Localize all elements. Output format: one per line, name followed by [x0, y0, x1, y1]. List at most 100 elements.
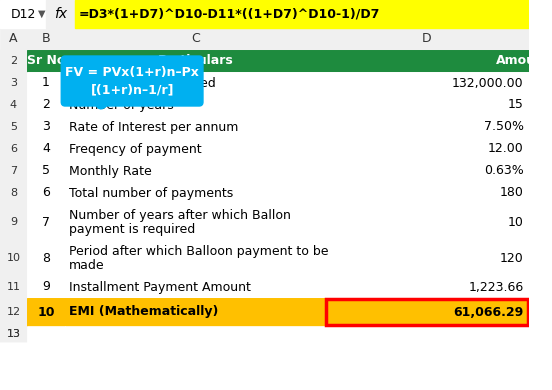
Bar [0, 72, 27, 94]
Bar [0, 138, 27, 160]
Bar [326, 50, 528, 72]
Text: 9: 9 [42, 280, 50, 294]
Text: Period after which Balloon payment to be: Period after which Balloon payment to be [69, 245, 328, 258]
Bar [65, 276, 326, 298]
Bar [27, 138, 65, 160]
Bar [326, 298, 528, 326]
Text: payment is required: payment is required [69, 223, 195, 236]
Bar [0, 240, 27, 276]
Bar [27, 94, 65, 116]
Bar [65, 94, 326, 116]
Text: 2: 2 [42, 99, 50, 112]
Text: 5: 5 [42, 165, 50, 177]
Bar [65, 116, 326, 138]
Text: FV = PVx(1+r)n–Px
[(1+r)n–1/r]: FV = PVx(1+r)n–Px [(1+r)n–1/r] [65, 66, 199, 96]
Bar [326, 116, 528, 138]
Text: 5: 5 [10, 122, 17, 132]
Text: 15: 15 [508, 99, 524, 112]
Text: 11: 11 [7, 282, 20, 292]
Bar [326, 240, 528, 276]
Bar [326, 299, 528, 325]
Bar [326, 204, 528, 240]
Bar [65, 138, 326, 160]
Text: 4: 4 [10, 100, 17, 110]
Bar [65, 204, 326, 240]
Bar [65, 72, 326, 94]
Bar [65, 326, 326, 342]
Text: Number of years: Number of years [69, 99, 174, 112]
Bar [0, 276, 27, 298]
Bar [0, 326, 27, 342]
Bar [0, 50, 27, 72]
Text: A: A [9, 32, 18, 46]
Text: 4: 4 [42, 142, 50, 156]
Bar [0, 0, 528, 28]
Text: 120: 120 [500, 252, 524, 264]
Text: 7: 7 [10, 166, 17, 176]
Text: B: B [41, 32, 50, 46]
Text: 3: 3 [42, 121, 50, 133]
Text: 2: 2 [10, 56, 17, 66]
Text: fx: fx [54, 7, 67, 21]
Bar [326, 94, 528, 116]
Bar [27, 182, 65, 204]
Bar [27, 72, 65, 94]
Text: 1: 1 [42, 76, 50, 89]
Text: C: C [191, 32, 200, 46]
Bar [0, 160, 27, 182]
Bar [75, 0, 528, 28]
Bar [326, 72, 528, 94]
Bar [0, 116, 27, 138]
Text: 7.50%: 7.50% [484, 121, 524, 133]
Text: 10: 10 [37, 305, 55, 319]
Bar [0, 298, 27, 326]
Bar [0, 0, 46, 28]
Bar [27, 326, 65, 342]
Bar [0, 94, 27, 116]
Text: Loan Amount Approved: Loan Amount Approved [69, 76, 216, 89]
Text: 13: 13 [7, 329, 20, 339]
Bar [65, 240, 326, 276]
Bar [0, 182, 27, 204]
Bar [0, 204, 27, 240]
Text: 8: 8 [42, 252, 50, 264]
FancyBboxPatch shape [61, 56, 203, 106]
Bar [27, 160, 65, 182]
Text: Total number of payments: Total number of payments [69, 186, 233, 200]
Text: 7: 7 [42, 216, 50, 229]
Bar [46, 0, 75, 28]
Text: =D3*(1+D7)^D10-D11*((1+D7)^D10-1)/D7: =D3*(1+D7)^D10-D11*((1+D7)^D10-1)/D7 [78, 7, 380, 21]
Bar [27, 116, 65, 138]
Text: ▼: ▼ [39, 9, 46, 19]
Text: Amount: Amount [496, 55, 551, 67]
Text: 0.63%: 0.63% [484, 165, 524, 177]
Text: 8: 8 [10, 188, 17, 198]
Bar [326, 138, 528, 160]
Text: 9: 9 [10, 217, 17, 227]
Text: D12: D12 [10, 7, 36, 21]
Text: 1,223.66: 1,223.66 [469, 280, 524, 294]
Text: made: made [69, 259, 104, 273]
Text: Sr No: Sr No [26, 55, 65, 67]
Text: D: D [422, 32, 432, 46]
Bar [326, 160, 528, 182]
Bar [27, 50, 65, 72]
Bar [65, 182, 326, 204]
Text: Monthly Rate: Monthly Rate [69, 165, 152, 177]
Bar [27, 276, 65, 298]
Bar [0, 326, 27, 342]
Text: Number of years after which Ballon: Number of years after which Ballon [69, 209, 291, 222]
Text: 6: 6 [42, 186, 50, 200]
Text: Rate of Interest per annum: Rate of Interest per annum [69, 121, 238, 133]
Text: 10: 10 [508, 216, 524, 229]
Bar [65, 50, 326, 72]
Text: 12.00: 12.00 [488, 142, 524, 156]
Text: Freqency of payment: Freqency of payment [69, 142, 201, 156]
Text: Installment Payment Amount: Installment Payment Amount [69, 280, 251, 294]
Bar [0, 28, 528, 50]
Bar [27, 204, 65, 240]
Text: 180: 180 [500, 186, 524, 200]
Text: 10: 10 [7, 253, 20, 263]
Bar [27, 240, 65, 276]
Text: 12: 12 [6, 307, 20, 317]
